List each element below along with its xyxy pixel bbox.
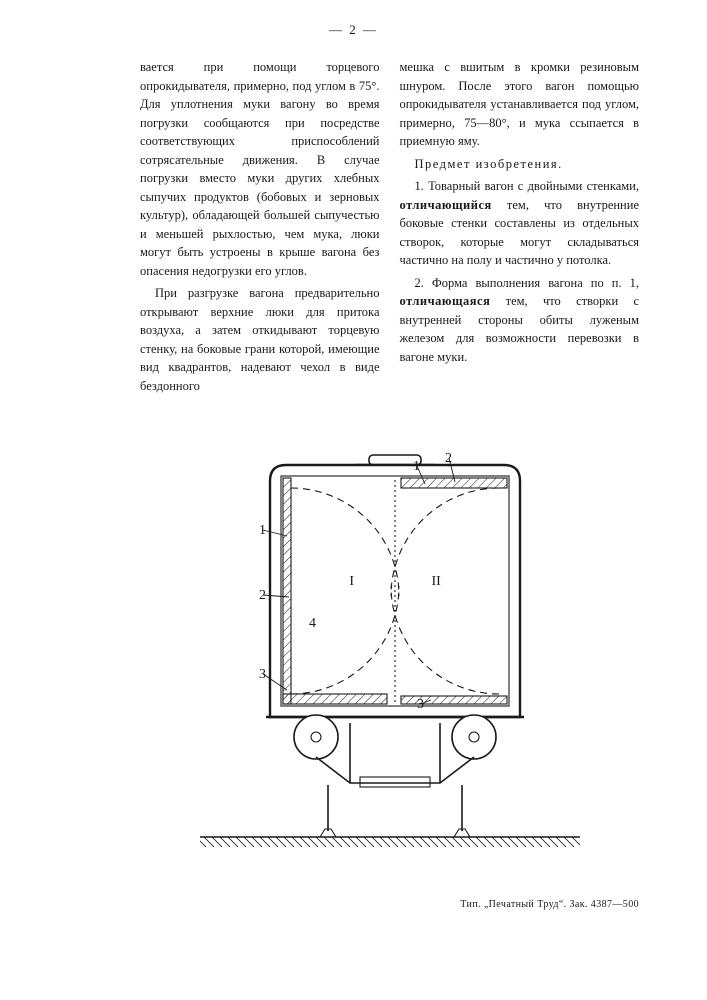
claim-2-bold: отличающаяся — [400, 294, 491, 308]
right-column: мешка с вшитым в кромки резиновым шнуром… — [400, 58, 640, 399]
left-column: вается при помощи торцевого опрокидывате… — [140, 58, 380, 399]
svg-text:2: 2 — [445, 451, 452, 466]
claim-1-a: 1. Товарный вагон с двойными стенками, — [415, 179, 640, 193]
svg-text:I: I — [349, 574, 354, 589]
left-p2: При разгрузке вагона предварительно откр… — [140, 284, 380, 395]
svg-text:2: 2 — [259, 588, 266, 603]
imprint: Тип. „Печатный Труд“. Зак. 4387—500 — [460, 899, 639, 910]
left-p1: вается при помощи торцевого опрокидывате… — [140, 58, 380, 280]
right-p1: мешка с вшитым в кромки резиновым шнуром… — [400, 58, 640, 151]
svg-text:II: II — [431, 574, 441, 589]
page-number: — 2 — — [329, 22, 378, 38]
wagon-figure: 1212433III — [180, 429, 600, 874]
claim-1: 1. Товарный вагон с двойными стенками, о… — [400, 177, 640, 270]
section-title: Предмет изобретения. — [400, 155, 640, 174]
two-column-text: вается при помощи торцевого опрокидывате… — [140, 58, 639, 399]
claim-1-bold: отличающийся — [400, 198, 492, 212]
svg-text:3: 3 — [417, 697, 424, 712]
svg-text:1: 1 — [259, 523, 266, 538]
claim-2-a: 2. Форма выполнения вагона по п. 1, — [415, 276, 640, 290]
svg-text:3: 3 — [259, 667, 266, 682]
claim-2: 2. Форма выполнения вагона по п. 1, отли… — [400, 274, 640, 367]
svg-text:1: 1 — [413, 459, 420, 474]
svg-text:4: 4 — [309, 616, 316, 631]
